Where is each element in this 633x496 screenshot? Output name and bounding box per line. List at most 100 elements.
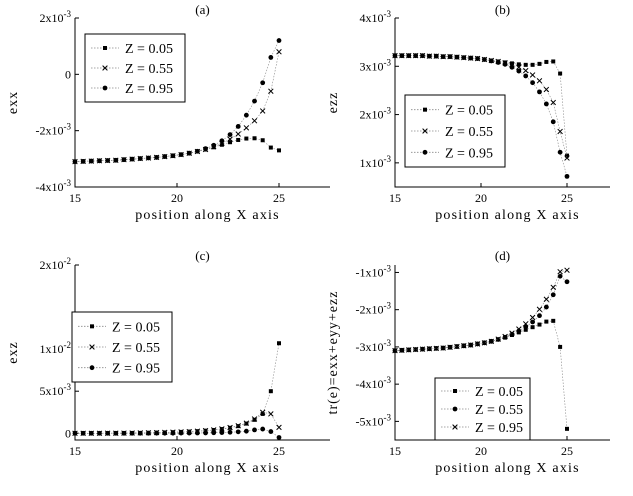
chart-1-series-0-point-22 bbox=[544, 59, 549, 64]
chart-0-x-tick-label-1: 20 bbox=[171, 191, 183, 205]
chart-3-series-2-point-2 bbox=[406, 347, 412, 353]
chart-1-series-2-point-23 bbox=[550, 119, 556, 125]
chart-3-series-2-point-9 bbox=[454, 343, 460, 350]
chart-0-series-1-point-23 bbox=[259, 108, 266, 114]
chart-1-series-2-point-19 bbox=[523, 73, 529, 79]
chart-3-series-2-point-3 bbox=[412, 346, 419, 353]
chart-3-series-1-point-16 bbox=[502, 334, 508, 340]
chart-3-x-tick-label-2: 25 bbox=[561, 444, 573, 458]
chart-0-series-2-point-0 bbox=[72, 159, 78, 165]
chart-1-series-2-point-22 bbox=[543, 101, 549, 107]
chart-2-series-2-point-4 bbox=[105, 430, 111, 436]
chart-2-x-tick-label-2: 25 bbox=[273, 444, 285, 458]
chart-1-series-1-point-20 bbox=[529, 72, 536, 78]
chart-3-legend-label-0: Z = 0.05 bbox=[475, 385, 523, 400]
chart-panel-2: (c) 15 20 25 0 5x10-3 1x10-2 2x10-2 position alo… bbox=[6, 248, 330, 476]
chart-3-series-0-point-23 bbox=[551, 318, 556, 323]
chart-1-y-tick-label-2: 3x10-3 bbox=[360, 57, 392, 73]
chart-0-series-2-point-1 bbox=[80, 158, 86, 164]
chart-0-y-tick-label-1: -2x10-3 bbox=[36, 122, 72, 138]
chart-0-series-0-point-22 bbox=[252, 136, 257, 141]
chart-2-y-tick-label-2: 1x10-2 bbox=[40, 340, 72, 356]
chart-1-series-0-point-17 bbox=[509, 61, 514, 66]
chart-1-series-0-point-24 bbox=[558, 71, 563, 76]
chart-2-series-1 bbox=[72, 409, 282, 437]
chart-0-series-2-point-13 bbox=[178, 152, 184, 158]
chart-1-series-2-point-24 bbox=[557, 149, 563, 155]
chart-3-series-2-point-22 bbox=[543, 296, 550, 303]
chart-3-series-2-point-15 bbox=[495, 336, 501, 342]
chart-0-series-2 bbox=[72, 38, 282, 165]
chart-2-x-axis-label: position along X axis bbox=[135, 461, 280, 476]
chart-1-x-tick-label-2: 25 bbox=[561, 191, 573, 205]
chart-1-x-tick-label-0: 15 bbox=[389, 191, 401, 205]
chart-3-series-0-point-21 bbox=[537, 322, 542, 327]
chart-2-legend-marker-2 bbox=[89, 365, 95, 371]
chart-0-x-axis-label: position along X axis bbox=[135, 208, 280, 223]
chart-3-x-tick-label-1: 20 bbox=[475, 444, 487, 458]
chart-2-legend-label-0: Z = 0.05 bbox=[112, 320, 160, 335]
chart-1-series-2-point-17 bbox=[509, 64, 515, 70]
chart-0-series-1-point-19 bbox=[227, 136, 233, 142]
chart-0-series-2-point-14 bbox=[186, 150, 192, 156]
chart-3-y-tick-label-4: -1x10-3 bbox=[356, 263, 392, 279]
chart-1-legend-label-2: Z = 0.95 bbox=[445, 146, 493, 161]
chart-0-series-2-point-22 bbox=[252, 98, 257, 104]
chart-3-series-2-point-12 bbox=[474, 341, 481, 347]
chart-1-x-axis-label: position along X axis bbox=[435, 208, 580, 223]
chart-0-series-2-point-20 bbox=[235, 124, 241, 129]
chart-1-series-1-point-18 bbox=[516, 64, 522, 71]
chart-1-series-0-point-23 bbox=[551, 59, 556, 64]
chart-2-series-2-point-10 bbox=[154, 430, 160, 436]
chart-0-series-0 bbox=[73, 136, 281, 164]
chart-3-series-2-point-17 bbox=[509, 330, 515, 336]
chart-1-series-2-point-25 bbox=[564, 173, 570, 179]
chart-0-x-tick-label-0: 15 bbox=[69, 191, 81, 205]
chart-0-series-0-point-25 bbox=[277, 148, 281, 153]
chart-3-series-0-point-24 bbox=[558, 344, 563, 349]
chart-1-legend-marker-1 bbox=[422, 128, 428, 134]
chart-1-series-2-point-5 bbox=[427, 53, 432, 59]
chart-1-series-1-point-24 bbox=[557, 128, 563, 135]
chart-0-series-2-point-6 bbox=[121, 157, 127, 163]
chart-2-series-2 bbox=[72, 426, 282, 440]
chart-3-series-1-point-21 bbox=[537, 313, 542, 319]
chart-1-series-2-point-20 bbox=[530, 80, 535, 86]
chart-1-series-0-point-20 bbox=[530, 62, 535, 67]
chart-1-series-2-point-2 bbox=[406, 53, 412, 59]
chart-1-series-2-point-8 bbox=[447, 54, 453, 60]
chart-0-series-0-point-21 bbox=[244, 136, 249, 141]
chart-0-series-2-point-16 bbox=[203, 146, 208, 152]
chart-0-series-2-point-19 bbox=[227, 132, 233, 138]
chart-2-series-1-point-21 bbox=[243, 420, 250, 426]
chart-2-series-1-point-18 bbox=[219, 426, 225, 432]
chart-1-series-0-point-21 bbox=[537, 61, 542, 66]
chart-3-series-2-point-0 bbox=[392, 347, 398, 354]
chart-1-series-1-point-19 bbox=[522, 67, 529, 74]
chart-2-series-2-point-6 bbox=[121, 430, 127, 436]
chart-2-series-2-point-15 bbox=[195, 430, 200, 436]
chart-0-series-2-point-10 bbox=[154, 155, 160, 160]
chart-2-y-tick-label-0: 0 bbox=[65, 426, 71, 440]
chart-3-x-tick-label-0: 15 bbox=[389, 444, 401, 458]
chart-2-legend-label-2: Z = 0.95 bbox=[112, 362, 160, 377]
chart-0-series-1-point-20 bbox=[235, 131, 241, 137]
chart-1-legend: Z = 0.05 Z = 0.55 Z = 0.95 bbox=[404, 94, 506, 168]
chart-1-legend-box bbox=[404, 94, 506, 168]
chart-2-series-2-point-25 bbox=[276, 435, 282, 440]
chart-0-series-2-point-24 bbox=[268, 55, 274, 60]
chart-1-legend-label-1: Z = 0.55 bbox=[445, 125, 493, 140]
chart-0-series-0-point-23 bbox=[260, 138, 265, 143]
chart-panel-3: (d) 15 20 25 -5x10-3 -4x10-3 -3x10-3 -2x10-3 -1x… bbox=[326, 248, 610, 476]
chart-2-series-1-point-23 bbox=[259, 409, 266, 415]
chart-3-title: (d) bbox=[495, 248, 510, 263]
chart-3-series-2-point-24 bbox=[557, 268, 563, 275]
chart-2-series-2-point-12 bbox=[170, 430, 176, 436]
chart-2-series-1-point-20 bbox=[235, 422, 241, 429]
chart-3-series-2-point-25 bbox=[564, 267, 570, 273]
chart-2-series-2-point-21 bbox=[243, 428, 249, 434]
chart-1-series-1-point-21 bbox=[536, 78, 543, 84]
chart-3-series-0-point-19 bbox=[523, 327, 528, 332]
chart-0-series-1-point-25 bbox=[276, 49, 282, 55]
chart-0-series-2-point-25 bbox=[276, 38, 282, 43]
